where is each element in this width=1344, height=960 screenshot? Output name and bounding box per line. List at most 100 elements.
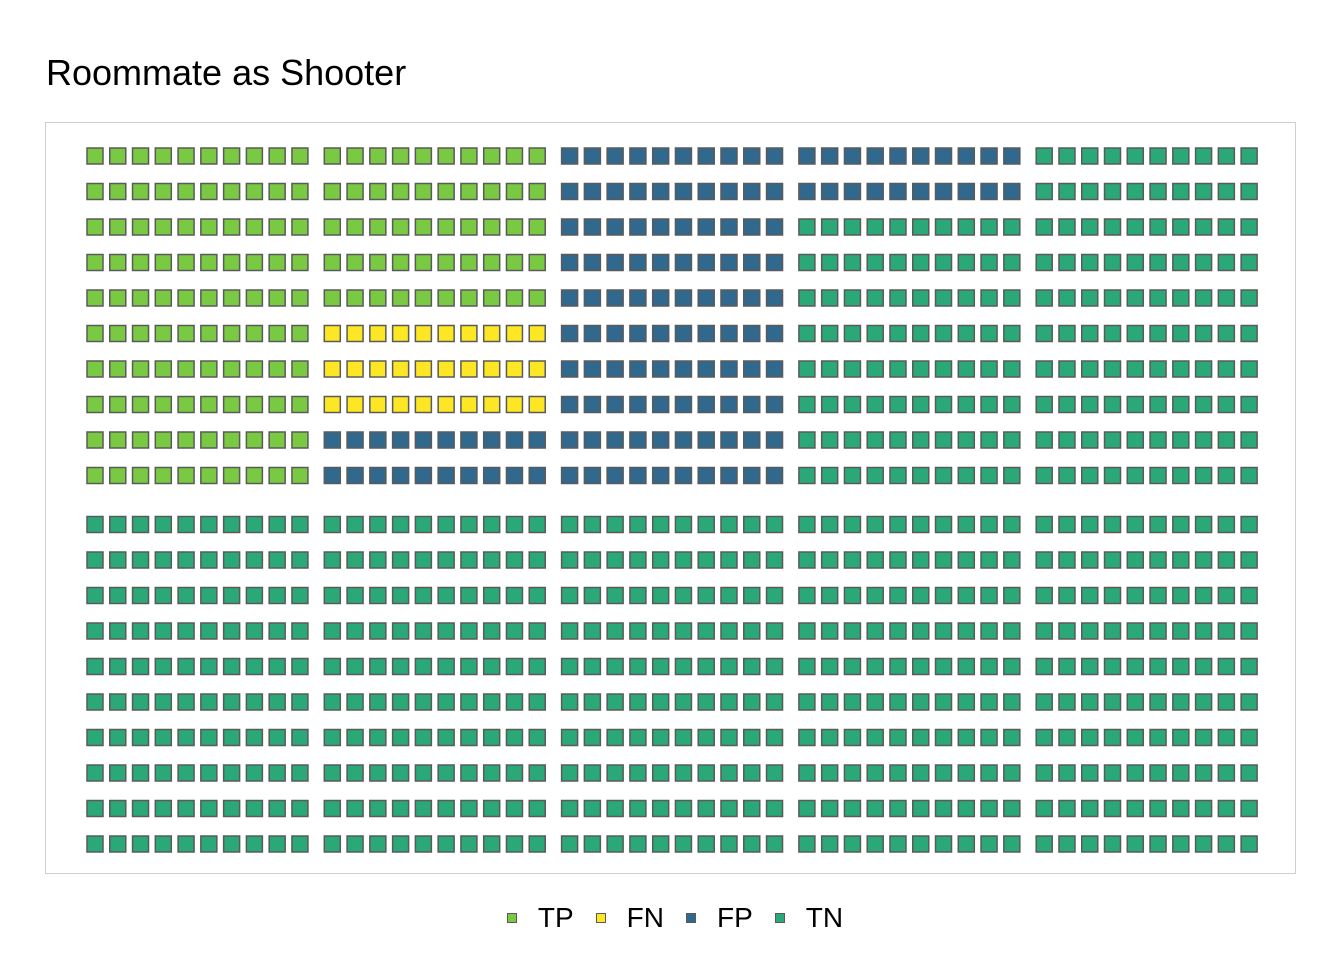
waffle-chart <box>86 147 1258 853</box>
waffle-cell-fn <box>482 395 501 414</box>
waffle-cell-fp <box>346 431 364 449</box>
waffle-cell-tn <box>674 799 693 818</box>
waffle-cell-tn <box>391 551 410 569</box>
waffle-cell-tn <box>980 728 998 747</box>
waffle-cell-fp <box>651 253 670 272</box>
waffle-cell-tn <box>369 515 387 534</box>
waffle-cell-tn <box>291 551 309 569</box>
waffle-cell-fp <box>651 324 670 343</box>
waffle-cell-tn <box>980 395 998 414</box>
waffle-cell-tn <box>1149 657 1167 676</box>
legend-item-fn: FN <box>590 902 664 934</box>
waffle-cell-tn <box>1058 218 1076 236</box>
waffle-cell-tp <box>200 431 218 449</box>
waffle-cell-tn <box>629 551 647 569</box>
waffle-cell-fn <box>482 324 501 343</box>
waffle-cell-tn <box>1172 551 1190 569</box>
waffle-cell-tn <box>889 324 907 343</box>
waffle-cell-tn <box>1003 799 1021 818</box>
waffle-cell-tn <box>1217 764 1236 782</box>
waffle-cell-fp <box>583 289 602 307</box>
waffle-cell-tp <box>245 182 264 201</box>
waffle-cell-tn <box>177 835 195 853</box>
waffle-cell-fp <box>674 324 693 343</box>
waffle-cell-tn <box>1194 218 1213 236</box>
waffle-cell-tn <box>912 466 930 485</box>
waffle-cell-fp <box>629 395 647 414</box>
waffle-cell-fp <box>651 360 670 378</box>
waffle-cell-tn <box>1080 147 1099 165</box>
waffle-cell-tp <box>346 289 364 307</box>
waffle-cell-tn <box>482 835 501 853</box>
waffle-cell-fp <box>866 182 884 201</box>
waffle-cell-fp <box>743 289 761 307</box>
waffle-cell-tn <box>629 728 647 747</box>
waffle-cell-tn <box>1103 324 1122 343</box>
waffle-cell-fp <box>889 182 907 201</box>
waffle-cell-tn <box>505 728 524 747</box>
waffle-cell-tn <box>437 515 455 534</box>
waffle-cell-fp <box>629 431 647 449</box>
waffle-cell-fp <box>651 466 670 485</box>
waffle-cell-fp <box>528 466 546 485</box>
waffle-cell-tn <box>131 835 150 853</box>
legend-swatch-tp <box>506 913 517 923</box>
waffle-cell-tn <box>414 799 433 818</box>
waffle-cell-tn <box>1217 253 1236 272</box>
waffle-cell-tn <box>1240 764 1258 782</box>
waffle-cell-tn <box>1103 218 1122 236</box>
waffle-cell-fp <box>743 253 761 272</box>
waffle-cell-tn <box>1126 799 1145 818</box>
waffle-cell-tn <box>482 551 501 569</box>
waffle-cell-tn <box>697 657 715 676</box>
waffle-cell-tn <box>245 551 264 569</box>
waffle-cell-fp <box>743 147 761 165</box>
waffle-cell-tn <box>1172 395 1190 414</box>
waffle-cell-tn <box>651 728 670 747</box>
waffle-cell-tn <box>323 693 342 711</box>
waffle-cell-tn <box>1240 395 1258 414</box>
waffle-cell-fp <box>560 324 579 343</box>
waffle-cell-tn <box>1194 360 1213 378</box>
waffle-cell-tn <box>346 657 364 676</box>
waffle-cell-fn <box>414 360 433 378</box>
waffle-cell-fp <box>820 147 839 165</box>
waffle-cell-tn <box>912 395 930 414</box>
waffle-cell-tn <box>606 551 624 569</box>
waffle-cell-tp <box>154 253 173 272</box>
waffle-cell-tp <box>369 218 387 236</box>
waffle-cell-tp <box>245 289 264 307</box>
waffle-cell-tn <box>798 360 816 378</box>
waffle-cell-tn <box>268 622 286 640</box>
waffle-cell-tn <box>798 218 816 236</box>
waffle-cell-tn <box>980 835 998 853</box>
waffle-cell-tn <box>980 693 998 711</box>
waffle-cell-fp <box>651 431 670 449</box>
waffle-cell-tn <box>505 551 524 569</box>
waffle-cell-tp <box>245 395 264 414</box>
waffle-cell-tn <box>200 799 218 818</box>
waffle-cell-tn <box>200 551 218 569</box>
waffle-cell-tn <box>765 799 784 818</box>
waffle-cell-tn <box>528 799 546 818</box>
waffle-cell-tn <box>866 395 884 414</box>
waffle-cell-tn <box>1103 147 1122 165</box>
waffle-cell-tp <box>222 289 241 307</box>
waffle-cell-tn <box>743 693 761 711</box>
waffle-cell-tn <box>1035 431 1053 449</box>
waffle-cell-tn <box>222 551 241 569</box>
waffle-cell-tn <box>346 693 364 711</box>
waffle-cell-tn <box>674 622 693 640</box>
waffle-cell-tn <box>820 551 839 569</box>
waffle-cell-fn <box>437 395 455 414</box>
waffle-cell-tn <box>1035 586 1053 605</box>
waffle-cell-tp <box>177 395 195 414</box>
waffle-cell-tn <box>798 289 816 307</box>
waffle-cell-tn <box>1058 551 1076 569</box>
waffle-cell-tn <box>889 622 907 640</box>
waffle-cell-tn <box>528 835 546 853</box>
waffle-cell-fp <box>606 466 624 485</box>
waffle-cell-tn <box>651 622 670 640</box>
waffle-cell-tn <box>200 835 218 853</box>
waffle-cell-tn <box>798 764 816 782</box>
